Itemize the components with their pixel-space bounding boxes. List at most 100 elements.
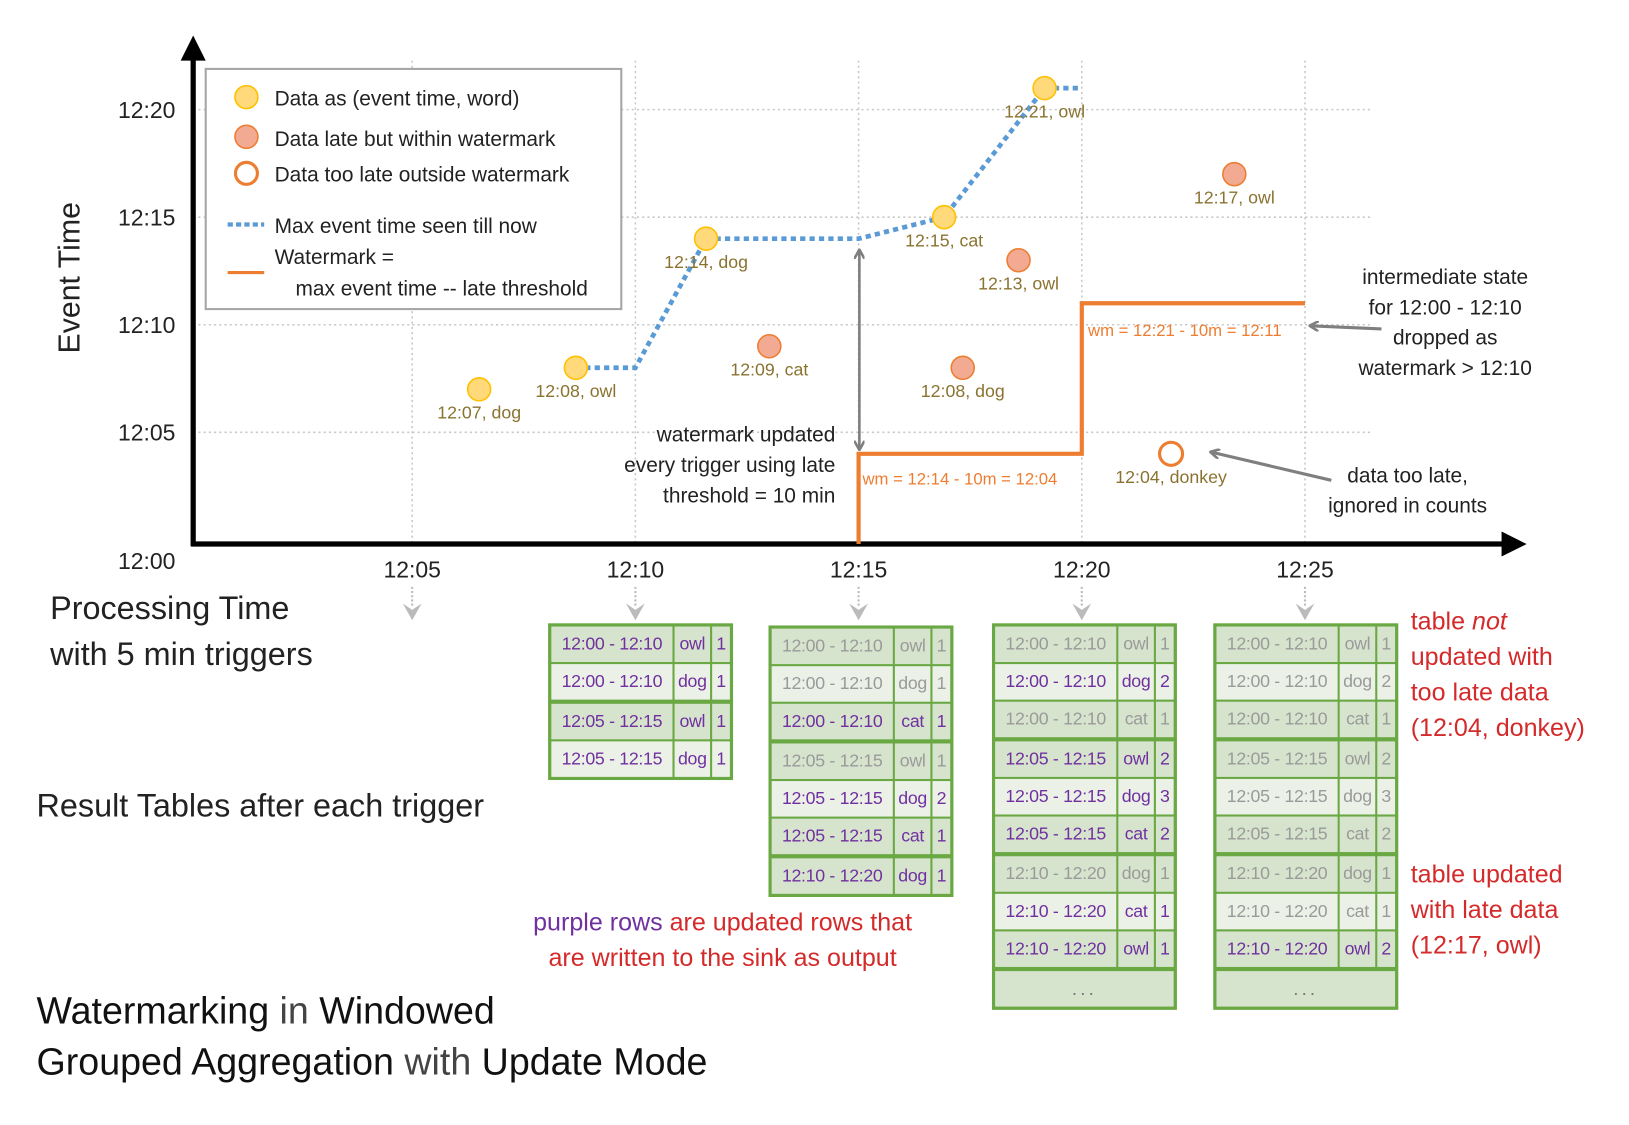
trigger-arrow-icon (625, 603, 645, 621)
table-row: 12:05 - 12:15 dog 3 (1216, 778, 1396, 815)
cell-count: 1 (932, 818, 951, 855)
wm-updated-line: every trigger using late (624, 454, 835, 477)
table-ellipsis-row: ... (995, 971, 1174, 1007)
trigger-arrow-icon (1295, 603, 1315, 621)
table-row: 12:00 - 12:10 owl 1 (771, 628, 951, 665)
cell-window: 12:05 - 12:15 (1216, 741, 1338, 777)
too-late-line: data too late, (1347, 464, 1468, 487)
table-row: 12:10 - 12:20 cat 1 (1216, 893, 1396, 930)
too-late-line: ignored in counts (1328, 495, 1487, 518)
result-table: 12:00 - 12:10 owl 1 12:00 - 12:10 dog 1 12:00 … (768, 625, 954, 897)
data-point-label: 12:15, cat (905, 230, 983, 250)
wm-updated-line: watermark updated (656, 424, 836, 447)
cell-window: 12:05 - 12:15 (995, 816, 1117, 853)
data-point-label: 12:08, owl (535, 381, 616, 401)
caption: purple rows are updated rows that are wr… (462, 905, 984, 976)
x-tick-label: 12:10 (607, 556, 664, 582)
intermediate-line: dropped as (1393, 327, 1497, 350)
table-row-updated: 12:05 - 12:15 cat 1 (771, 818, 951, 855)
data-point-label: 12:07, dog (437, 403, 521, 423)
title-connector: in (269, 988, 320, 1032)
cell-word: dog (1339, 856, 1376, 892)
caption-purple: purple rows (533, 908, 663, 937)
cell-window: 12:10 - 12:20 (995, 931, 1117, 967)
x-axis-arrow-icon (1501, 531, 1527, 557)
trigger-arrow-icon (849, 603, 868, 621)
cell-window: 12:05 - 12:15 (1216, 816, 1338, 853)
cell-count: 3 (1155, 778, 1174, 815)
table-row-updated: 12:00 - 12:10 cat 1 (771, 703, 951, 740)
cell-count: 1 (712, 626, 730, 663)
legend-late-marker (234, 124, 259, 150)
note-not-updated-em: not (1472, 607, 1507, 636)
cell-count: 1 (1377, 856, 1396, 892)
table-row-updated: 12:10 - 12:20 owl 1 (995, 931, 1174, 967)
note-line: (12:17, owl) (1410, 931, 1542, 960)
cell-count: 2 (1155, 816, 1174, 853)
cell-count: 1 (932, 666, 951, 702)
data-point-too-late (1158, 440, 1185, 467)
table-row-updated: 12:05 - 12:15 dog 3 (995, 778, 1174, 815)
cell-window: 12:00 - 12:10 (995, 701, 1117, 738)
cell-word: dog (1339, 664, 1376, 700)
cell-count: 1 (1155, 893, 1174, 930)
cell-count: 1 (712, 741, 730, 777)
cell-word: dog (674, 664, 711, 700)
table-row: 12:05 - 12:15 owl 1 (771, 743, 951, 779)
cell-word: dog (1118, 778, 1154, 815)
too-late-annotation: data too late, ignored in counts (1328, 464, 1487, 517)
cell-window: 12:10 - 12:20 (1216, 856, 1338, 892)
intermediate-line: intermediate state (1362, 266, 1528, 289)
table-row-updated: 12:00 - 12:10 owl 1 (551, 626, 730, 663)
table-row-updated: 12:10 - 12:20 owl 2 (1216, 931, 1396, 967)
cell-window: 12:00 - 12:10 (771, 666, 893, 702)
result-tables-label: Result Tables after each trigger (36, 787, 484, 824)
y-tick-label: 12:15 (118, 205, 175, 231)
wm2-label: wm = 12:21 - 10m = 12:11 (1087, 321, 1282, 340)
cell-count: 1 (932, 703, 951, 740)
data-point-label: 12:09, cat (730, 359, 808, 379)
intermediate-state-annotation: intermediate state for 12:00 - 12:10 dro… (1357, 266, 1531, 380)
cell-window: 12:05 - 12:15 (771, 743, 893, 779)
watermark-line (856, 301, 1305, 545)
table-row: 12:00 - 12:10 dog 1 (771, 666, 951, 702)
cell-count: 1 (1155, 701, 1174, 738)
cell-count: 1 (1155, 626, 1174, 663)
cell-count: 1 (1155, 931, 1174, 967)
data-point-late (757, 333, 782, 359)
note-not-updated: table not updated with too late data (12… (1411, 605, 1585, 747)
title-emphasis: Update Mode (481, 1040, 708, 1083)
cell-window: 12:10 - 12:20 (1216, 893, 1338, 930)
cell-window: 12:00 - 12:10 (551, 664, 673, 700)
legend-too-late: Data too late outside watermark (275, 164, 570, 187)
result-table: 12:00 - 12:10 owl 1 12:00 - 12:10 dog 2 12:00 … (991, 623, 1177, 1010)
table-row-updated: 12:10 - 12:20 cat 1 (995, 893, 1174, 930)
cell-word: owl (1339, 931, 1376, 967)
cell-count: 2 (1155, 741, 1174, 777)
cell-word: owl (1118, 931, 1154, 967)
cell-window: 12:10 - 12:20 (995, 856, 1117, 892)
data-point-label: 12:04, donkey (1115, 467, 1227, 487)
cell-window: 12:00 - 12:10 (995, 664, 1117, 700)
cell-window: 12:10 - 12:20 (771, 858, 893, 894)
cell-word: dog (1118, 664, 1154, 700)
cell-count: 2 (1377, 664, 1396, 700)
data-point-on-time (1032, 75, 1057, 101)
data-point-on-time (466, 377, 492, 402)
cell-word: owl (1339, 741, 1376, 777)
cell-word: cat (894, 703, 931, 740)
y-tick-label: 12:00 (118, 548, 175, 574)
cell-word: owl (674, 626, 711, 663)
y-tick-label: 12:05 (118, 420, 175, 446)
cell-window: 12:00 - 12:10 (1216, 664, 1338, 700)
table-row-updated: 12:05 - 12:15 dog 2 (771, 781, 951, 817)
table-row: 12:00 - 12:10 owl 1 (1216, 626, 1396, 663)
data-point-late (950, 355, 976, 381)
cell-word: cat (1118, 893, 1154, 930)
data-point-on-time (931, 204, 957, 230)
cell-word: owl (894, 743, 931, 779)
wm1-label: wm = 12:14 - 10m = 12:04 (862, 470, 1058, 489)
cell-window: 12:05 - 12:15 (771, 781, 893, 817)
cell-count: 1 (712, 703, 730, 740)
